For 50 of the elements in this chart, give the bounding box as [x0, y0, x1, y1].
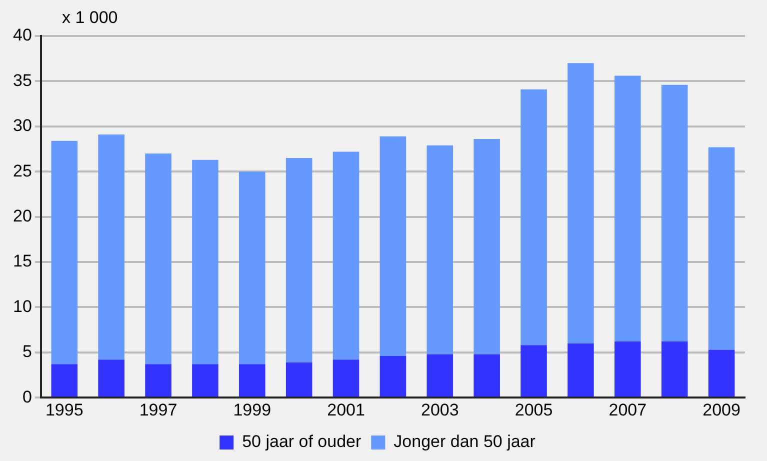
bar — [426, 354, 454, 397]
bar — [661, 342, 688, 397]
x-tick-label: 2007 — [608, 400, 647, 420]
x-tick-label: 1995 — [45, 400, 84, 420]
bar — [145, 154, 172, 364]
x-tick-label: 2003 — [420, 400, 459, 420]
legend-label: 50 jaar of ouder — [242, 432, 362, 452]
bar — [426, 145, 454, 354]
x-tick-label: 2005 — [514, 400, 553, 420]
bar — [145, 364, 172, 397]
y-tick-label: 20 — [12, 206, 32, 226]
y-tick-label: 30 — [12, 116, 32, 136]
legend-label: Jonger dan 50 jaar — [394, 432, 536, 452]
bar — [380, 356, 406, 397]
bar — [380, 136, 406, 356]
bar — [238, 364, 266, 397]
bar — [51, 364, 78, 397]
bar — [708, 147, 735, 350]
y-axis-title: x 1 000 — [62, 8, 118, 28]
x-tick-label: 2001 — [327, 400, 365, 420]
bar — [520, 89, 547, 346]
y-tick-label: 10 — [12, 296, 32, 316]
bar — [568, 343, 594, 397]
bar — [98, 360, 124, 397]
bar — [708, 350, 735, 397]
x-tick-label: 1999 — [233, 400, 272, 420]
y-tick-label: 15 — [12, 252, 32, 271]
y-tick-label: 40 — [12, 26, 32, 45]
bar — [568, 63, 594, 344]
bar — [520, 345, 547, 397]
y-tick-label: 25 — [12, 161, 32, 180]
bar — [192, 364, 218, 397]
bar — [474, 139, 500, 354]
x-tick-label: 1997 — [139, 400, 178, 420]
bar — [238, 172, 266, 364]
y-tick-label: 35 — [12, 70, 32, 90]
bar — [614, 342, 641, 397]
bar — [51, 140, 78, 364]
y-tick-label: 5 — [22, 342, 32, 362]
bar — [661, 84, 688, 342]
bar — [332, 360, 360, 397]
bar — [98, 134, 124, 360]
bar — [192, 160, 218, 364]
bar — [614, 76, 641, 342]
y-tick-label: 0 — [22, 387, 32, 406]
x-tick-label: 2009 — [702, 400, 740, 420]
bar — [332, 152, 360, 360]
bar — [286, 362, 312, 397]
bar — [286, 158, 312, 362]
bar — [474, 354, 500, 397]
